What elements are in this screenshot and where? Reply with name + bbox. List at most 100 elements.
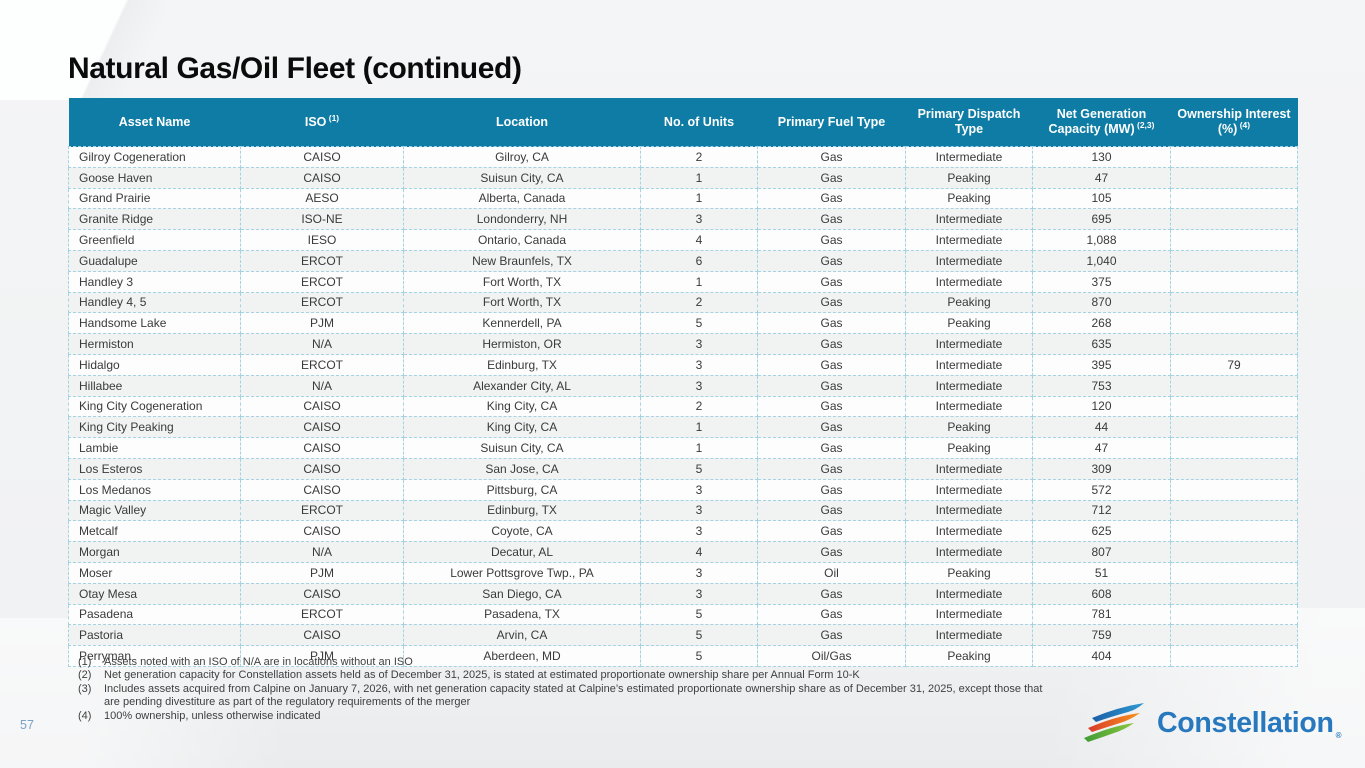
table-cell: 44	[1032, 416, 1171, 439]
column-header: Primary Fuel Type	[757, 98, 906, 147]
table-cell: 870	[1032, 291, 1171, 314]
table-cell: 5	[640, 312, 758, 335]
table-cell: ISO-NE	[240, 208, 404, 231]
table-cell: Intermediate	[905, 395, 1033, 418]
table-cell: Intermediate	[905, 582, 1033, 605]
table-cell: 1	[640, 166, 758, 189]
table-cell: Intermediate	[905, 499, 1033, 522]
table-cell: CAISO	[240, 624, 404, 647]
table-cell: 608	[1032, 582, 1171, 605]
table-cell: Peaking	[905, 166, 1033, 189]
table-cell: 3	[640, 208, 758, 231]
table-row: Hermiston N/A Hermiston, OR 3 Gas Intermediat…	[68, 333, 1298, 355]
table-cell: Los Medanos	[68, 478, 241, 501]
table-cell: ERCOT	[240, 270, 404, 293]
footnote-item: (1) Assets noted with an ISO of N/A are i…	[78, 656, 1043, 669]
table-cell: Aberdeen, MD	[403, 645, 641, 667]
table-cell: 1	[640, 416, 758, 439]
table-cell: PJM	[240, 561, 404, 584]
table-row: Grand Prairie AESO Alberta, Canada 1 Gas Peak…	[68, 187, 1298, 210]
column-header: Net Generation Capacity (MW) (2,3)	[1032, 98, 1171, 147]
page-number: 57	[20, 718, 34, 732]
footnotes: (1) Assets noted with an ISO of N/A are i…	[78, 656, 1043, 723]
table-cell: 695	[1032, 208, 1171, 231]
table-cell: CAISO	[240, 437, 404, 459]
table-row: Hidalgo ERCOT Edinburg, TX 3 Gas Intermediate…	[68, 353, 1298, 376]
column-header: Primary Dispatch Type	[905, 98, 1033, 147]
table-cell	[1170, 208, 1298, 231]
table-cell	[1170, 478, 1298, 501]
table-cell: ERCOT	[240, 603, 404, 626]
table-cell: 1	[640, 437, 758, 459]
table-cell: N/A	[240, 374, 404, 397]
table-cell	[1170, 395, 1298, 418]
table-cell	[1170, 229, 1298, 251]
table-row: King City Cogeneration CAISO King City, CA…	[68, 395, 1298, 418]
table-cell: Oil/Gas	[757, 645, 906, 667]
table-cell: 1,088	[1032, 229, 1171, 251]
footnote-number: (4)	[78, 709, 92, 722]
table-cell: Gas	[757, 499, 906, 522]
table-cell: Gas	[757, 291, 906, 314]
table-cell: Hermiston	[68, 333, 241, 355]
table-cell: 3	[640, 520, 758, 543]
table-cell: 1	[640, 270, 758, 293]
table-row: Morgan N/A Decatur, AL 4 Gas Intermediate 807	[68, 541, 1298, 563]
table-cell: 572	[1032, 478, 1171, 501]
table-cell: Morgan	[68, 541, 241, 563]
column-header: Location	[403, 98, 641, 147]
table-row: Hillabee N/A Alexander City, AL 3 Gas Interme…	[68, 374, 1298, 397]
table-cell	[1170, 333, 1298, 355]
footnote-number: (3)	[78, 682, 92, 695]
corner-swoosh-decoration	[0, 0, 240, 100]
table-cell: Gas	[757, 146, 906, 168]
table-cell: Edinburg, TX	[403, 499, 641, 522]
table-cell	[1170, 312, 1298, 335]
table-row: King City Peaking CAISO King City, CA 1 Gas P…	[68, 416, 1298, 439]
table-cell	[1170, 561, 1298, 584]
constellation-logo: Constellation ®	[1084, 699, 1342, 754]
table-cell: 625	[1032, 520, 1171, 543]
table-cell: 3	[640, 499, 758, 522]
table-row: Goose Haven CAISO Suisun City, CA 1 Gas Peaki…	[68, 166, 1298, 189]
table-cell	[1170, 541, 1298, 563]
table-cell: 5	[640, 645, 758, 667]
table-cell: Gas	[757, 541, 906, 563]
table-row: Handsome Lake PJM Kennerdell, PA 5 Gas Peakin…	[68, 312, 1298, 335]
table-cell: Intermediate	[905, 478, 1033, 501]
table-cell: Gilroy Cogeneration	[68, 146, 241, 168]
page-title: Natural Gas/Oil Fleet (continued)	[68, 52, 522, 85]
table-cell: Handley 4, 5	[68, 291, 241, 314]
table-cell: 2	[640, 291, 758, 314]
table-cell: Intermediate	[905, 249, 1033, 272]
table-cell	[1170, 249, 1298, 272]
table-cell: 3	[640, 353, 758, 376]
table-cell: 4	[640, 229, 758, 251]
table-cell: ERCOT	[240, 291, 404, 314]
table-cell: Pasadena, TX	[403, 603, 641, 626]
table-cell: 2	[640, 395, 758, 418]
table-cell: Lower Pottsgrove Twp., PA	[403, 561, 641, 584]
table-cell: 712	[1032, 499, 1171, 522]
table-cell: 5	[640, 457, 758, 480]
fleet-table: Asset Name ISO (1) Location No. of Units Pri…	[68, 98, 1298, 667]
table-cell: 635	[1032, 333, 1171, 355]
table-cell: CAISO	[240, 478, 404, 501]
footnote-item: (2) Net generation capacity for Constella…	[78, 669, 1043, 682]
table-cell: Peaking	[905, 291, 1033, 314]
table-cell: Oil	[757, 561, 906, 584]
table-cell: N/A	[240, 541, 404, 563]
table-cell: Gas	[757, 603, 906, 626]
table-cell	[1170, 166, 1298, 189]
table-cell: Otay Mesa	[68, 582, 241, 605]
table-cell: Decatur, AL	[403, 541, 641, 563]
table-cell: Intermediate	[905, 333, 1033, 355]
table-cell: Lambie	[68, 437, 241, 459]
table-cell: ERCOT	[240, 249, 404, 272]
footnote-number: (1)	[78, 656, 92, 668]
table-cell: Goose Haven	[68, 166, 241, 189]
constellation-swoosh-icon	[1084, 703, 1144, 742]
constellation-wordmark: Constellation ®	[1157, 707, 1342, 740]
table-cell: 753	[1032, 374, 1171, 397]
table-cell: ERCOT	[240, 353, 404, 376]
